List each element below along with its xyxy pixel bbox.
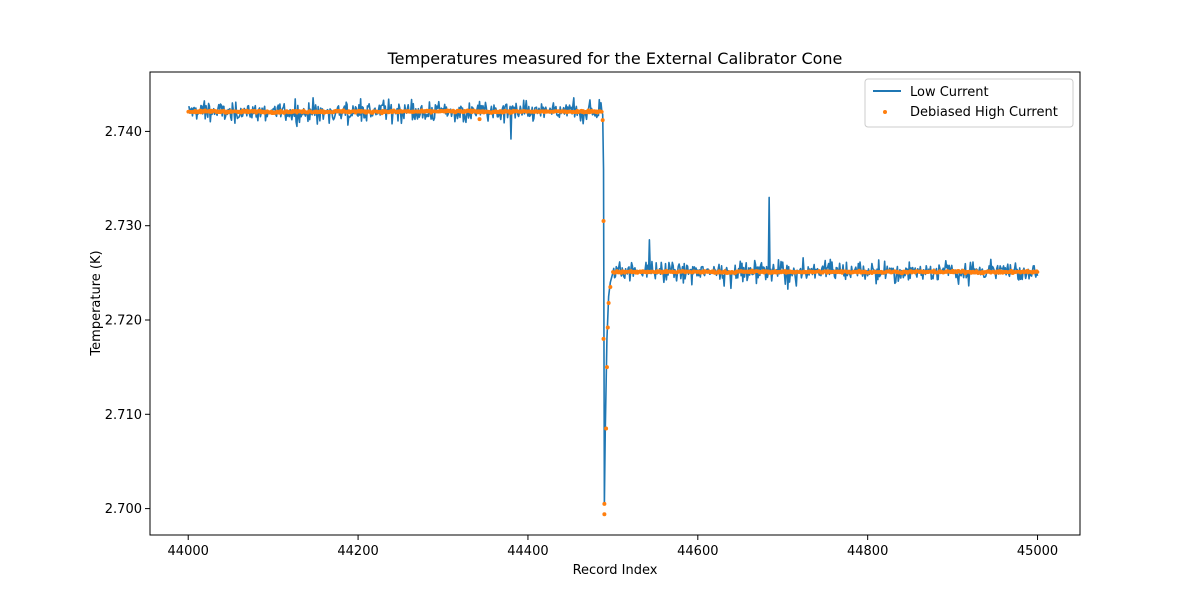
legend-dot-swatch (883, 110, 887, 114)
scatter-point (477, 117, 482, 122)
scatter-point (604, 365, 609, 370)
x-tick-label: 45000 (1017, 544, 1058, 559)
scatter-point (600, 110, 604, 114)
y-tick-label: 2.720 (105, 314, 142, 329)
legend-label-debiased-high-current: Debiased High Current (910, 105, 1058, 120)
y-tick-label: 2.710 (105, 408, 142, 423)
plot-frame (149, 71, 1081, 536)
scatter-point (600, 118, 605, 123)
scatter-point (608, 285, 613, 289)
y-tick-label: 2.700 (105, 502, 142, 517)
x-axis-label: Record Index (573, 563, 658, 578)
scatter-point (602, 501, 607, 506)
y-axis-label: Temperature (K) (89, 250, 104, 356)
scatter-point (1035, 270, 1040, 274)
x-tick-label: 44000 (168, 544, 209, 559)
x-tick-label: 44400 (507, 544, 548, 559)
plot-area-background (150, 72, 1080, 535)
x-tick-label: 44200 (337, 544, 378, 559)
y-tick-label: 2.740 (105, 125, 142, 140)
legend-label-low-current: Low Current (910, 85, 989, 100)
scatter-point (601, 218, 606, 223)
legend: Low Current Debiased High Current (864, 78, 1074, 128)
legend-box (864, 78, 1074, 128)
scatter-point (601, 336, 606, 341)
scatter-point (606, 301, 611, 306)
scatter-point (602, 512, 607, 517)
scatter-point (605, 325, 610, 330)
x-tick-label: 44600 (677, 544, 718, 559)
x-tick-label: 44800 (847, 544, 888, 559)
chart-title: Temperatures measured for the External C… (387, 49, 843, 68)
y-tick-label: 2.730 (105, 219, 142, 234)
scatter-point (604, 426, 609, 431)
